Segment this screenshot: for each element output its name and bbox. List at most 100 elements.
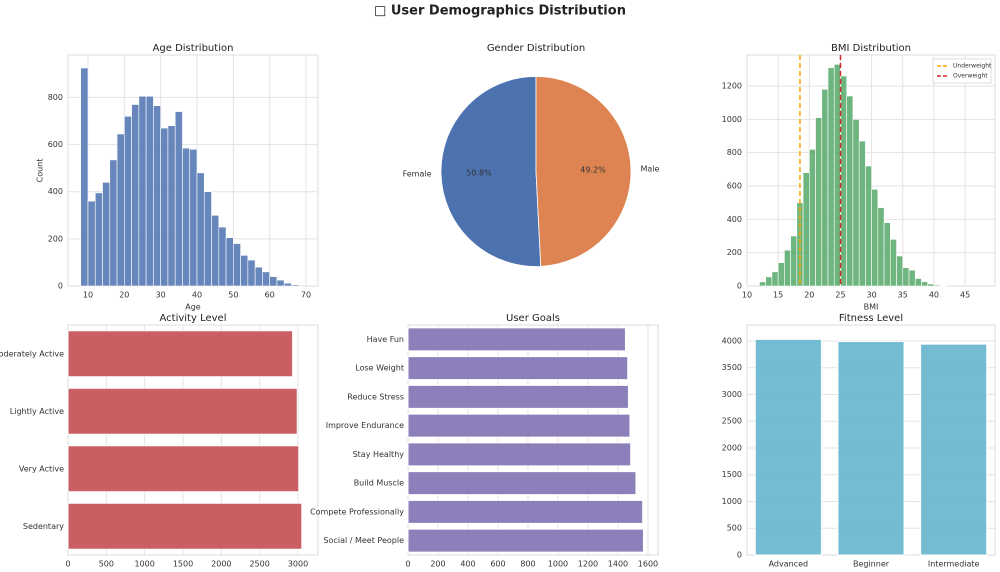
hist-bar — [784, 249, 791, 287]
hist-bar — [771, 271, 779, 287]
x-tick-label: Intermediate — [928, 560, 980, 569]
hist-bar — [174, 111, 183, 287]
x-tick-label: 20 — [804, 291, 814, 300]
y-tick-label: 0 — [58, 282, 63, 291]
hist-bar — [933, 284, 941, 287]
x-axis-label: Age — [185, 303, 201, 312]
pie-slice — [535, 76, 632, 267]
y-tick-label: 1200 — [722, 82, 742, 91]
hist-bar — [218, 226, 227, 287]
y-tick-label: 3000 — [722, 390, 742, 399]
hist-bar — [883, 222, 891, 287]
hist-bar — [902, 267, 910, 287]
hist-bar — [815, 117, 823, 287]
hist-bar — [821, 89, 829, 287]
x-tick-label: 1500 — [173, 560, 193, 569]
hist-bar — [80, 67, 89, 287]
hist-bar — [283, 282, 292, 287]
hist-bar — [890, 239, 897, 287]
y-tick-label: Improve Endurance — [326, 421, 404, 430]
x-tick-label: 2000 — [211, 560, 231, 569]
x-tick-label: 50 — [228, 291, 238, 300]
x-tick-label: 15 — [773, 291, 783, 300]
x-tick-label: 1400 — [608, 560, 628, 569]
slice-percent: 49.2% — [580, 166, 606, 175]
chart-title: Gender Distribution — [487, 43, 585, 54]
axes-frame — [407, 324, 659, 556]
bar — [407, 356, 629, 381]
bar — [754, 338, 822, 556]
hist-bar — [291, 284, 300, 287]
chart-title: User Goals — [506, 313, 560, 324]
hist-bar — [262, 271, 270, 287]
y-tick-label: 800 — [727, 148, 742, 157]
legend-label: Overweight — [953, 73, 988, 80]
y-tick-label: Lose Weight — [355, 364, 404, 373]
hist-bar — [908, 269, 916, 287]
bar — [407, 413, 631, 438]
hist-bar — [225, 237, 234, 287]
hist-bar — [196, 172, 205, 287]
hist-bar — [109, 159, 118, 287]
hist-bar — [802, 172, 810, 287]
hist-bar — [921, 281, 929, 287]
hist-bar — [914, 278, 922, 287]
chart-title: BMI Distribution — [831, 43, 911, 54]
x-tick-label: 500 — [99, 560, 114, 569]
hist-bar — [87, 200, 96, 287]
y-tick-label: 200 — [727, 248, 742, 257]
hist-bar — [189, 148, 198, 287]
chart-title: Activity Level — [160, 313, 227, 324]
hist-bar — [865, 165, 872, 287]
bar — [407, 499, 644, 524]
x-tick-label: 70 — [301, 291, 311, 300]
hist-bar — [233, 243, 241, 287]
x-tick-label: 35 — [898, 291, 908, 300]
y-tick-label: 800 — [48, 93, 63, 102]
y-tick-label: 0 — [737, 551, 742, 560]
bar — [407, 528, 644, 553]
y-tick-label: Stay Healthy — [353, 450, 405, 459]
bar — [67, 387, 298, 435]
x-tick-label: 1600 — [638, 560, 658, 569]
hist-bar — [102, 181, 111, 287]
x-tick-label: 30 — [156, 291, 166, 300]
hist-bar — [858, 140, 866, 287]
chart-title: Fitness Level — [839, 313, 903, 324]
hist-bar — [269, 276, 278, 287]
x-tick-label: 10 — [83, 291, 93, 300]
x-tick-label: 20 — [119, 291, 129, 300]
hist-bar — [124, 115, 132, 287]
y-tick-label: 400 — [48, 187, 63, 196]
y-tick-label: Sedentary — [23, 522, 64, 531]
legend-box — [932, 58, 992, 84]
x-tick-label: 1000 — [134, 560, 154, 569]
hist-bar — [116, 133, 125, 287]
hist-bar — [927, 283, 935, 287]
hist-bar — [840, 75, 847, 287]
hist-bar — [182, 147, 191, 287]
bar — [407, 384, 629, 409]
y-tick-label: 400 — [727, 215, 742, 224]
hist-bar — [203, 191, 212, 287]
pie-slice — [440, 76, 542, 267]
hist-bar — [167, 125, 176, 287]
slice-percent: 50.8% — [466, 168, 492, 177]
hist-bar — [939, 285, 947, 287]
y-tick-label: Very Active — [19, 464, 64, 473]
bar — [407, 471, 637, 496]
x-tick-label: 60 — [265, 291, 275, 300]
y-tick-label: Have Fun — [367, 335, 404, 344]
x-tick-label: 40 — [929, 291, 939, 300]
hist-bar — [211, 214, 220, 287]
hist-bar — [896, 255, 904, 287]
y-tick-label: 1500 — [722, 470, 742, 479]
y-tick-label: 0 — [737, 282, 742, 291]
y-tick-label: Compete Professionally — [310, 507, 404, 516]
hist-bar — [276, 279, 285, 287]
bar — [407, 327, 626, 352]
legend-label: Underweight — [953, 63, 992, 70]
y-axis-label: Count — [36, 159, 45, 183]
bar — [67, 502, 303, 550]
